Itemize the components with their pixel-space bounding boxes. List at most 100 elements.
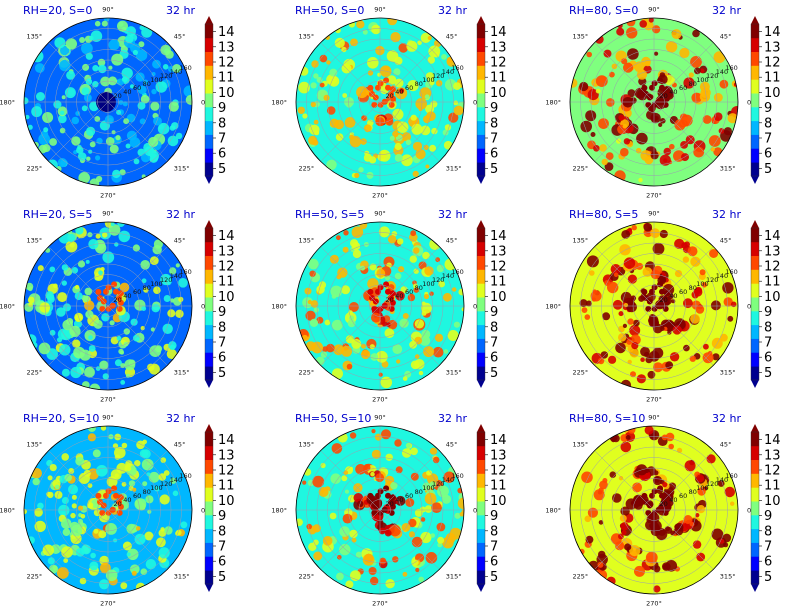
- angle-label: 135°: [299, 237, 315, 245]
- polar-grid: [295, 425, 465, 595]
- convective-cell: [424, 266, 434, 276]
- angular-gridline: [653, 305, 714, 366]
- convective-cell: [71, 494, 77, 500]
- convective-cell: [629, 348, 639, 358]
- colorbar-segment: [477, 241, 485, 256]
- colorbar-segment: [477, 528, 485, 543]
- convective-cell: [586, 255, 599, 268]
- convective-cell: [662, 482, 668, 488]
- radial-tick-label: 80: [143, 284, 151, 292]
- convective-cell: [703, 343, 709, 350]
- convective-cell: [64, 473, 72, 482]
- convective-cell: [647, 370, 656, 379]
- convective-cell: [119, 282, 130, 293]
- eyewall-cell: [649, 84, 655, 91]
- radial-tick-label: 20: [114, 296, 122, 304]
- colorbar-tick-label: 14: [490, 229, 507, 244]
- angular-gridline: [107, 450, 168, 511]
- polar-outline: [295, 221, 465, 391]
- eyewall-cell: [95, 492, 102, 499]
- convective-cell: [36, 92, 45, 101]
- colorbar-tick-label: 7: [764, 132, 772, 147]
- convective-cell: [61, 546, 73, 558]
- convective-cell: [139, 118, 146, 125]
- colorbar-segment: [205, 37, 213, 52]
- colorbar-tick-label: 6: [764, 351, 772, 366]
- angle-label: 315°: [446, 164, 462, 172]
- convective-cell: [369, 263, 377, 271]
- colorbar-tick-label: 7: [218, 540, 226, 555]
- panel-title: RH=20, S=10: [23, 412, 100, 425]
- convective-cell: [72, 339, 81, 348]
- colorbar-segment: [751, 570, 759, 585]
- convective-cell: [308, 258, 319, 270]
- convective-cell: [447, 330, 459, 341]
- colorbar-segment: [205, 93, 213, 108]
- radial-tick-label: 60: [679, 288, 687, 296]
- colorbar-tick-label: 11: [490, 71, 507, 86]
- colorbar-tick-label: 10: [218, 290, 235, 305]
- colorbar-tick-label: 11: [218, 479, 235, 494]
- polar-panel-2-2: RH=50, S=5 32 hr 90° 45° 0° 315° 270° 225° 180° 1…: [272, 204, 534, 408]
- convective-cell: [85, 78, 93, 85]
- convective-cell: [88, 149, 93, 154]
- colorbar-segment: [205, 310, 213, 326]
- convective-cell: [413, 283, 418, 289]
- convective-cell: [709, 249, 719, 258]
- convective-cell: [88, 335, 93, 340]
- convective-cell: [347, 319, 356, 328]
- radial-tick-label: 20: [660, 500, 668, 508]
- convective-cell: [27, 124, 33, 130]
- colorbar-segment: [205, 352, 213, 367]
- eyewall-cell: [375, 288, 381, 295]
- convective-cell: [150, 327, 155, 332]
- convective-cell: [135, 526, 141, 531]
- radial-tick-label: 20: [114, 500, 122, 508]
- colorbar-tick-label: 7: [218, 336, 226, 351]
- eyewall-cell: [371, 101, 378, 108]
- convective-cell: [109, 320, 115, 326]
- colorbar-tick-label: 13: [764, 244, 781, 259]
- convective-cell: [75, 226, 84, 235]
- colorbar-tick-label: 8: [490, 524, 498, 539]
- convective-cell: [34, 508, 43, 517]
- convective-cell: [185, 94, 192, 105]
- convective-cell: [114, 242, 119, 247]
- panel-time-label: 32 hr: [712, 412, 741, 425]
- colorbar-extend-min: [477, 584, 485, 592]
- convective-cell: [595, 88, 601, 94]
- convective-cell: [319, 54, 328, 63]
- convective-cell: [168, 101, 179, 112]
- colorbar-segment: [751, 24, 759, 39]
- colorbar-tick-label: 13: [218, 40, 235, 55]
- convective-cell: [125, 373, 130, 378]
- convective-cell: [156, 537, 166, 548]
- colorbar-segment: [205, 106, 213, 122]
- eyewall-cell: [367, 84, 374, 91]
- angular-gridline: [653, 101, 714, 162]
- radial-tick-label: 40: [395, 292, 403, 300]
- angle-label: 180°: [0, 303, 15, 311]
- convective-cell: [126, 113, 136, 123]
- polar-outline: [569, 221, 739, 391]
- colorbar-tick-label: 12: [218, 56, 235, 71]
- colorbar-tick-label: 8: [764, 524, 772, 539]
- radial-tick-label: 40: [395, 88, 403, 96]
- colorbar-segment: [751, 106, 759, 122]
- convective-cell: [45, 247, 51, 253]
- radial-tick-label: 60: [133, 492, 141, 500]
- convective-cell: [670, 530, 676, 536]
- angle-label: 45°: [174, 237, 186, 245]
- convective-cell: [180, 521, 188, 529]
- convective-cell: [131, 570, 137, 576]
- angle-label: 180°: [272, 99, 287, 107]
- angle-label: 90°: [648, 414, 660, 422]
- convective-cell: [674, 119, 686, 131]
- convective-cell: [396, 359, 401, 364]
- eyewall-cell: [371, 305, 378, 312]
- eyewall-cell: [388, 305, 395, 312]
- colorbar-segment: [205, 570, 213, 585]
- polar-grid: [23, 17, 193, 187]
- convective-cell: [713, 112, 723, 121]
